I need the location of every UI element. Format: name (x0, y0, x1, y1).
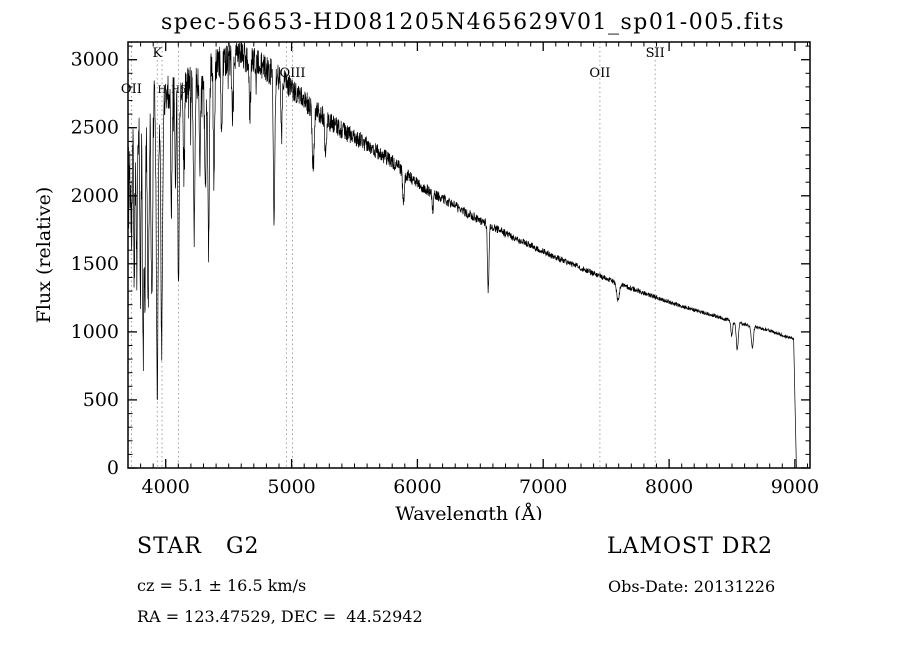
x-tick-label: 8000 (645, 476, 693, 498)
plot-frame (127, 41, 811, 469)
y-tick-label: 500 (83, 389, 119, 411)
spectral-marker-label: OIII (279, 66, 305, 81)
spectral-marker-label: OII (121, 82, 142, 97)
x-tick-label: 4000 (142, 476, 190, 498)
ra-dec-label: RA = 123.47529, DEC = 44.52942 (137, 607, 423, 626)
spectral-marker-label: OII (589, 66, 610, 81)
y-tick-label: 2500 (71, 117, 119, 139)
redshift-velocity-label: cz = 5.1 ± 16.5 km/s (137, 576, 307, 595)
x-tick-label: 6000 (393, 476, 441, 498)
y-tick-label: 1500 (71, 253, 119, 275)
y-tick-label: 0 (107, 457, 119, 479)
y-tick-label: 3000 (71, 49, 119, 71)
x-tick-label: 7000 (519, 476, 567, 498)
spectral-marker-label: K (152, 46, 162, 61)
object-class-label: STAR G2 (137, 534, 260, 559)
x-tick-label: 9000 (771, 476, 819, 498)
spectrum-trace (127, 42, 797, 468)
obs-date-label: Obs-Date: 20131226 (608, 577, 776, 596)
y-tick-label: 2000 (71, 185, 119, 207)
y-tick-label: 1000 (71, 321, 119, 343)
x-tick-label: 5000 (267, 476, 315, 498)
spectral-marker-label: SII (646, 46, 665, 61)
spectral-marker-label: H (158, 85, 167, 96)
chart-title: spec-56653-HD081205N465629V01_sp01-005.f… (161, 10, 785, 35)
x-axis-label: Wavelength (Å) (395, 503, 542, 520)
y-axis-label: Flux (relative) (33, 187, 55, 324)
spectral-marker-label: Hδ (171, 85, 186, 96)
survey-label: LAMOST DR2 (607, 534, 773, 559)
